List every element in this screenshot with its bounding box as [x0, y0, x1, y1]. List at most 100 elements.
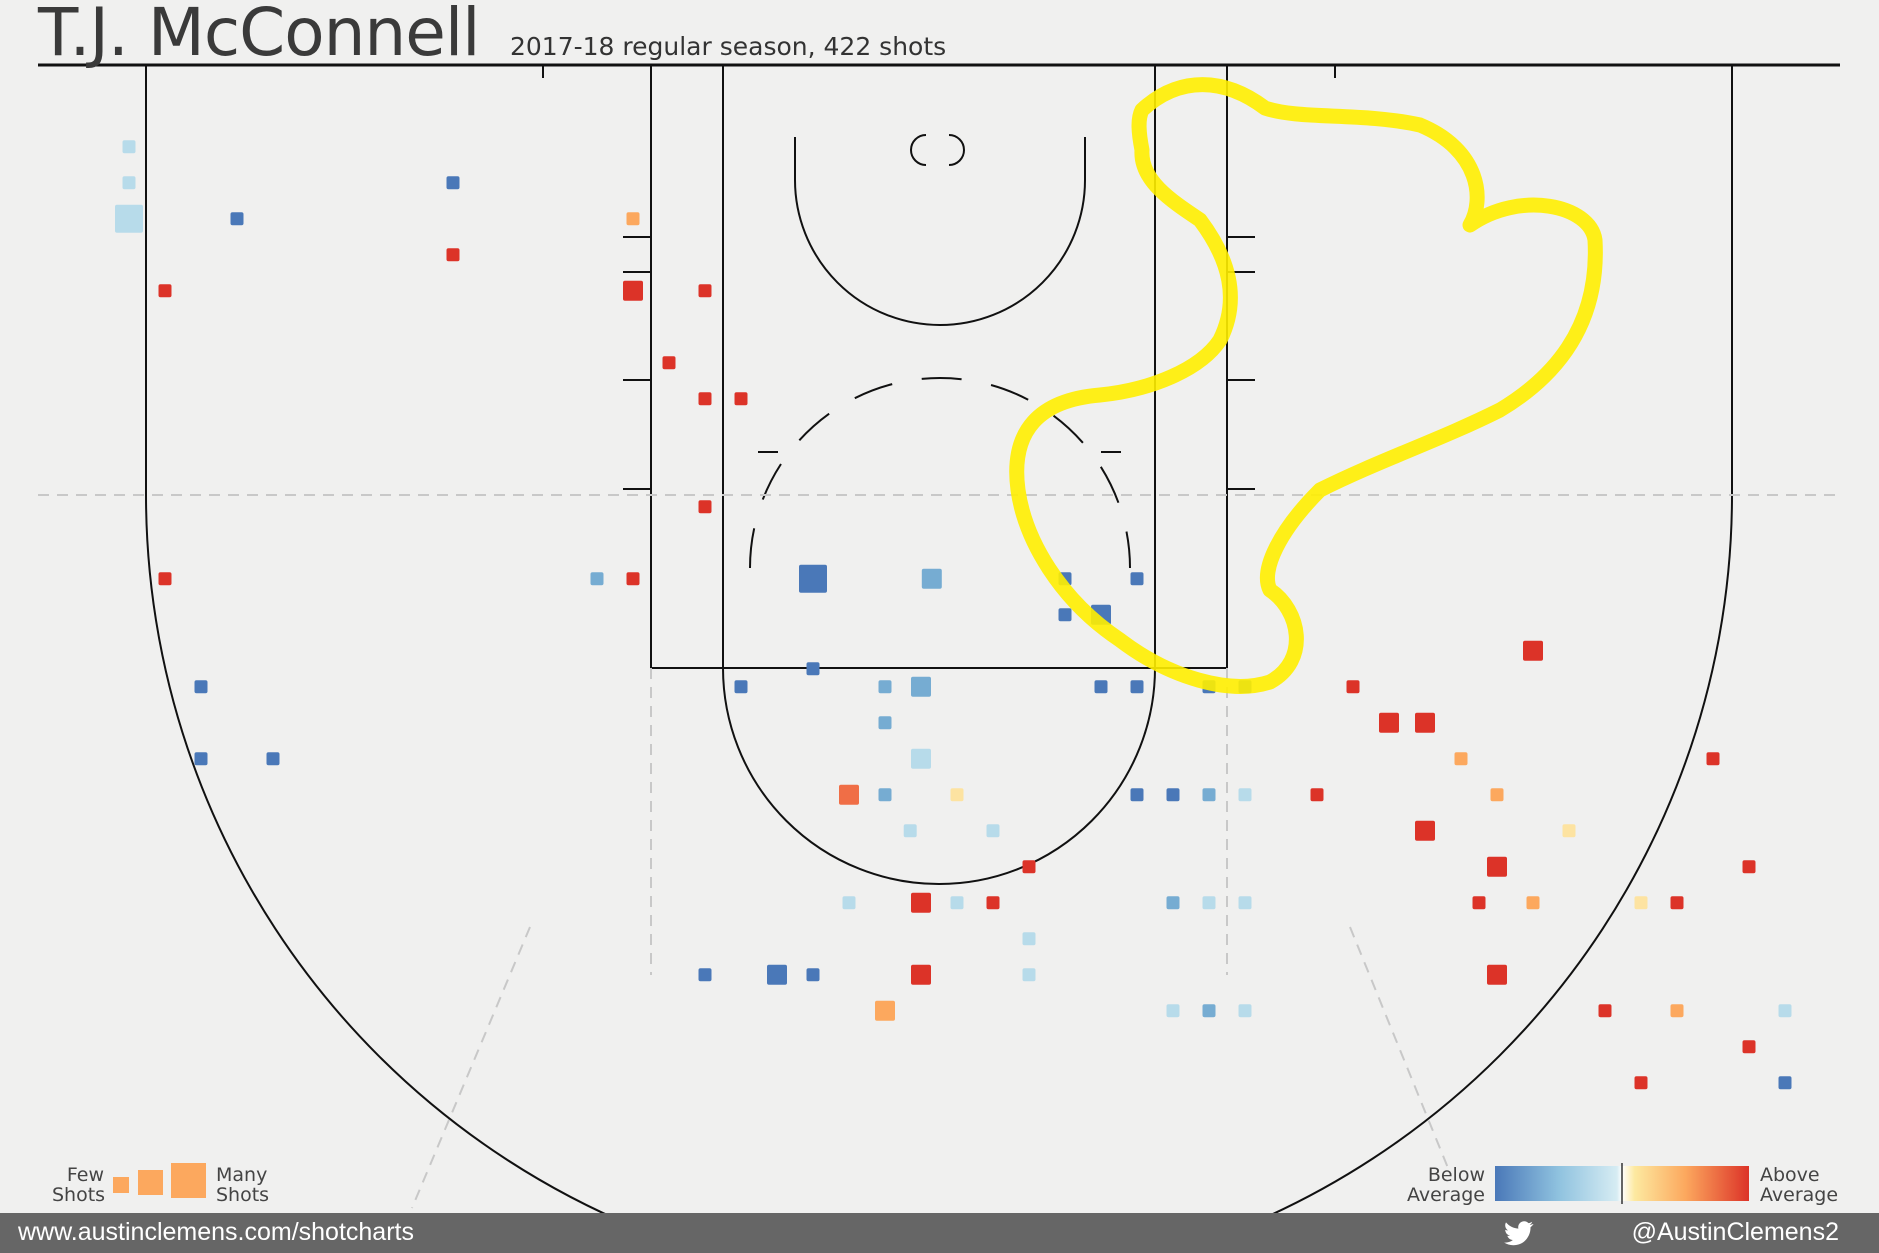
shot-square-25 [911, 892, 931, 913]
shot-square-32 [194, 752, 208, 766]
shot-square-38 [950, 788, 964, 802]
shot-square-74 [1526, 896, 1540, 910]
shot-square-56 [1202, 896, 1216, 910]
legend-above-line1: Above [1760, 1164, 1820, 1186]
shot-square-39 [950, 896, 964, 910]
shots-layer [115, 140, 1792, 1090]
shot-square-36 [911, 748, 931, 769]
shot-square-83 [1670, 1004, 1684, 1018]
shot-square-76 [1634, 896, 1648, 910]
shot-square-73 [1487, 964, 1507, 985]
shot-square-67 [1415, 820, 1435, 841]
shot-square-65 [1379, 712, 1399, 733]
legend-size-large [171, 1163, 206, 1198]
legend-below-line2: Average [1406, 1184, 1485, 1206]
shot-square-80 [1778, 1076, 1792, 1090]
shot-square-49 [1094, 680, 1108, 694]
shot-square-69 [1490, 788, 1504, 802]
legend-above-line2: Average [1760, 1184, 1839, 1206]
shot-square-12 [698, 392, 712, 406]
shot-square-78 [1706, 752, 1720, 766]
legend-many-shots: Many Shots [216, 1165, 269, 1205]
shot-square-46 [1058, 608, 1072, 622]
twitter-bird-icon [1504, 1221, 1534, 1246]
shot-square-3 [230, 212, 244, 226]
footer-twitter-handle[interactable]: @AustinClemens2 [1631, 1218, 1839, 1246]
shot-square-21 [878, 716, 892, 730]
shot-square-11 [698, 500, 712, 514]
shot-square-85 [1598, 1004, 1612, 1018]
shot-square-5 [446, 176, 460, 190]
shot-square-26 [911, 964, 931, 985]
shot-square-2 [115, 204, 143, 233]
shot-square-8 [623, 280, 643, 301]
shot-square-68 [1454, 752, 1468, 766]
legend-few-line2: Shots [52, 1184, 106, 1206]
shot-square-44 [1022, 968, 1036, 982]
legend-many-line2: Shots [216, 1184, 270, 1206]
footer-bar: www.austinclemens.com/shotcharts @Austin… [0, 1213, 1879, 1253]
footer-url-link[interactable]: www.austinclemens.com/shotcharts [18, 1218, 414, 1246]
chart-subtitle: 2017-18 regular season, 422 shots [510, 32, 947, 61]
shot-square-42 [1022, 860, 1036, 874]
legend-few-shots: Few Shots [52, 1164, 106, 1206]
court-dashed-lines [38, 494, 1840, 1209]
shot-square-41 [986, 896, 1000, 910]
shot-square-43 [1022, 932, 1036, 946]
shot-square-64 [1346, 680, 1360, 694]
shot-square-57 [1238, 896, 1252, 910]
shot-square-58 [1202, 788, 1216, 802]
shot-square-72 [1472, 896, 1486, 910]
shot-square-77 [1670, 896, 1684, 910]
shot-square-40 [986, 824, 1000, 838]
shot-square-20 [878, 788, 892, 802]
legend-size-medium [138, 1170, 163, 1195]
shot-square-15 [626, 572, 640, 586]
shot-square-62 [1238, 1004, 1252, 1018]
shot-square-19 [839, 784, 859, 805]
shot-square-1 [122, 176, 136, 190]
shot-square-50 [1130, 680, 1144, 694]
shot-square-84 [1634, 1076, 1648, 1090]
shot-square-61 [1202, 1004, 1216, 1018]
shot-square-51 [1130, 788, 1144, 802]
shot-square-31 [194, 680, 208, 694]
shot-square-52 [1166, 788, 1180, 802]
shot-square-14 [590, 572, 604, 586]
shot-square-81 [1778, 1004, 1792, 1018]
shot-square-35 [911, 676, 931, 697]
shot-square-66 [1415, 712, 1435, 733]
shot-square-22 [878, 680, 892, 694]
shot-square-55 [1166, 896, 1180, 910]
legend-above-average: Above Average [1760, 1165, 1838, 1205]
shot-square-9 [662, 356, 676, 370]
shot-square-34 [921, 568, 942, 589]
court-lines [38, 63, 1840, 1253]
legend-below-average: Below Average [1405, 1165, 1485, 1205]
shot-square-17 [806, 662, 820, 676]
shot-square-28 [767, 964, 787, 985]
shot-square-27 [875, 1000, 895, 1021]
shot-square-60 [1166, 1004, 1180, 1018]
shot-square-18 [734, 680, 748, 694]
legend-many-line1: Many [216, 1164, 268, 1186]
shot-square-71 [1487, 856, 1507, 877]
legend-below-line1: Below [1427, 1164, 1485, 1186]
shot-square-23 [842, 896, 856, 910]
chart-title: T.J. McConnell [38, 0, 481, 71]
legend-few-line1: Few [66, 1164, 104, 1186]
shot-square-4 [158, 284, 172, 298]
shot-square-30 [158, 572, 172, 586]
shot-square-10 [698, 284, 712, 298]
shot-square-7 [626, 212, 640, 226]
shot-square-16 [799, 564, 827, 593]
shot-square-70 [1523, 640, 1543, 661]
legend-size-small [113, 1177, 129, 1193]
shot-square-48 [1130, 572, 1144, 586]
highlight-annotation [1009, 77, 1603, 694]
shot-square-63 [1310, 788, 1324, 802]
shot-square-75 [1562, 824, 1576, 838]
shot-square-37 [903, 824, 917, 838]
legend-size [113, 1163, 206, 1198]
